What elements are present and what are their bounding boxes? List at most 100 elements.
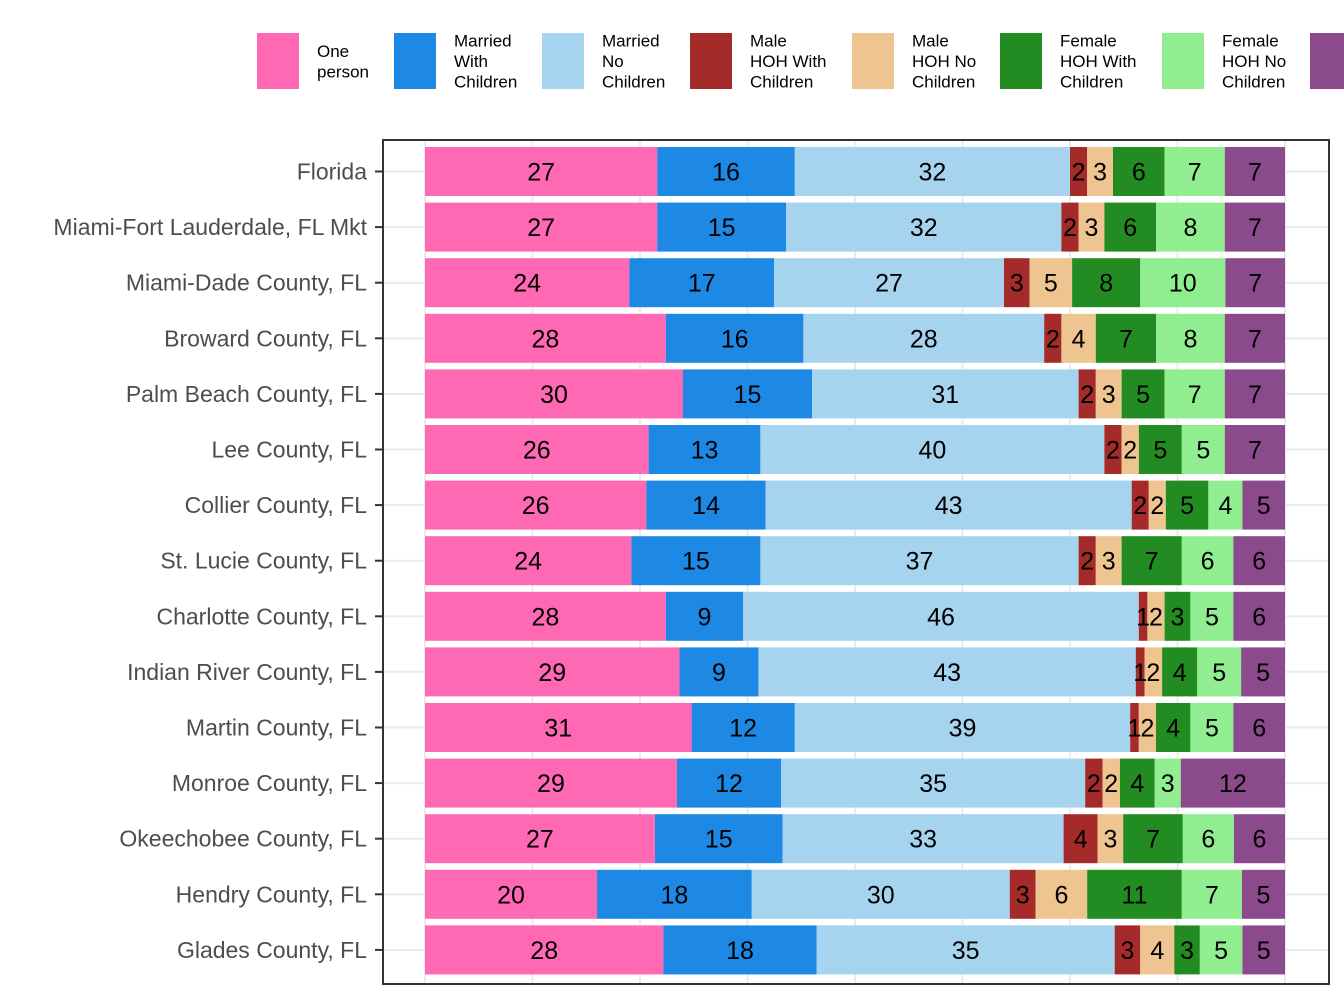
bar-value-label: 27 — [527, 214, 555, 242]
bar-value-label: 1 — [1133, 659, 1147, 687]
bar-segment — [794, 703, 1131, 752]
bar-segment — [1138, 591, 1148, 641]
bar-segment — [1123, 814, 1183, 864]
bar-segment — [425, 258, 630, 308]
legend-label: No — [602, 52, 624, 71]
bar-value-label: 3 — [1093, 159, 1107, 187]
bar-value-label: 2 — [1104, 770, 1118, 798]
bar-segment — [676, 758, 782, 808]
bar-value-label: 5 — [1257, 881, 1271, 909]
bar-segment — [1208, 480, 1243, 530]
legend-key — [852, 33, 894, 89]
bar-segment — [1009, 869, 1036, 919]
bar-segment — [743, 591, 1139, 641]
bar-segment — [654, 814, 783, 864]
bar-segment — [425, 480, 647, 530]
legend-label: With — [454, 52, 488, 71]
legend-label: HOH No — [912, 52, 976, 71]
bar-segment — [816, 925, 1115, 975]
bar-segment — [1121, 536, 1182, 586]
bar-value-label: 18 — [660, 881, 688, 909]
bar-segment — [1104, 202, 1156, 252]
legend-label: Male — [750, 32, 787, 51]
bar-value-label: 5 — [1196, 437, 1210, 465]
bar-value-label: 8 — [1183, 325, 1197, 353]
bar-value-label: 37 — [906, 548, 934, 576]
bar-segment — [1233, 591, 1285, 641]
bar-value-label: 8 — [1183, 214, 1197, 242]
bar-segment — [1095, 369, 1122, 419]
bar-segment — [1144, 647, 1163, 697]
legend-label: HOH No — [1222, 52, 1286, 71]
plot-panel-border — [382, 139, 1330, 985]
bar-value-label: 7 — [1205, 881, 1219, 909]
bar-value-label: 3 — [1180, 937, 1194, 965]
bar-segment — [1095, 536, 1122, 586]
category-label: Martin County, FL — [186, 715, 367, 741]
bar-segment — [1113, 147, 1165, 196]
bar-segment — [1147, 591, 1165, 641]
legend-label: Female — [1222, 32, 1279, 51]
bar-value-label: 2 — [1123, 437, 1137, 465]
bar-value-label: 5 — [1044, 270, 1058, 298]
bar-segment — [1029, 258, 1073, 308]
bar-value-label: 7 — [1248, 214, 1262, 242]
bar-value-label: 6 — [1123, 214, 1137, 242]
bar-value-label: 7 — [1248, 159, 1262, 187]
bar-value-label: 43 — [935, 492, 963, 520]
bar-segment — [1181, 869, 1242, 919]
bar-value-label: 3 — [1102, 381, 1116, 409]
bar-segment — [1224, 147, 1285, 196]
bar-value-label: 32 — [910, 214, 938, 242]
bar-value-label: 2 — [1140, 715, 1154, 743]
legend-key — [1000, 33, 1042, 89]
bar-value-label: 24 — [514, 548, 542, 576]
bar-segment — [1130, 703, 1139, 752]
legend-label: Children — [602, 73, 665, 92]
bar-value-label: 12 — [1219, 770, 1247, 798]
legend-label: One — [317, 42, 349, 61]
bar-value-label: 7 — [1188, 381, 1202, 409]
bar-value-label: 5 — [1257, 492, 1271, 520]
category-label: Palm Beach County, FL — [126, 381, 367, 407]
legend: OnepersonMarriedWithChildrenMarriedNoChi… — [257, 32, 1344, 92]
bar-value-label: 3 — [1161, 770, 1175, 798]
bar-segment — [760, 425, 1105, 474]
legend-label: person — [317, 62, 369, 81]
bar-value-label: 9 — [712, 659, 726, 687]
bar-value-label: 15 — [734, 381, 762, 409]
bar-segment — [683, 369, 812, 419]
bar-segment — [1061, 202, 1079, 252]
bar-segment — [1242, 869, 1285, 919]
legend-label: Children — [1060, 73, 1123, 92]
bar-value-label: 24 — [513, 270, 541, 298]
legend-label: HOH With — [1060, 52, 1137, 71]
bar-segment — [1087, 869, 1182, 919]
bar-value-label: 31 — [544, 715, 572, 743]
bar-segment — [1174, 925, 1200, 975]
bar-segment — [1035, 869, 1088, 919]
bar-segment — [812, 369, 1079, 419]
bar-value-label: 28 — [531, 603, 559, 631]
bar-value-label: 29 — [537, 770, 565, 798]
bar-segment — [1224, 202, 1285, 252]
bar-value-label: 32 — [918, 159, 946, 187]
bar-segment — [425, 869, 597, 919]
bar-segment — [1182, 814, 1234, 864]
bar-value-label: 27 — [526, 826, 554, 854]
bar-segment — [679, 647, 759, 697]
category-label: Miami-Fort Lauderdale, FL Mkt — [53, 214, 367, 240]
y-axis: Florida Miami-Fort Lauderdale, FL Mkt Miam… — [53, 159, 383, 963]
bar-value-label: 14 — [692, 492, 720, 520]
bar-value-label: 3 — [1121, 937, 1135, 965]
bar-value-label: 1 — [1136, 603, 1150, 631]
bar-segment — [657, 147, 795, 196]
bar-segment — [1078, 202, 1105, 252]
bar-segment — [425, 814, 655, 864]
bar-segment — [425, 758, 677, 808]
bar-segment — [1138, 425, 1182, 474]
legend-key — [542, 33, 584, 89]
bar-value-label: 28 — [531, 325, 559, 353]
bar-segment — [425, 647, 680, 697]
